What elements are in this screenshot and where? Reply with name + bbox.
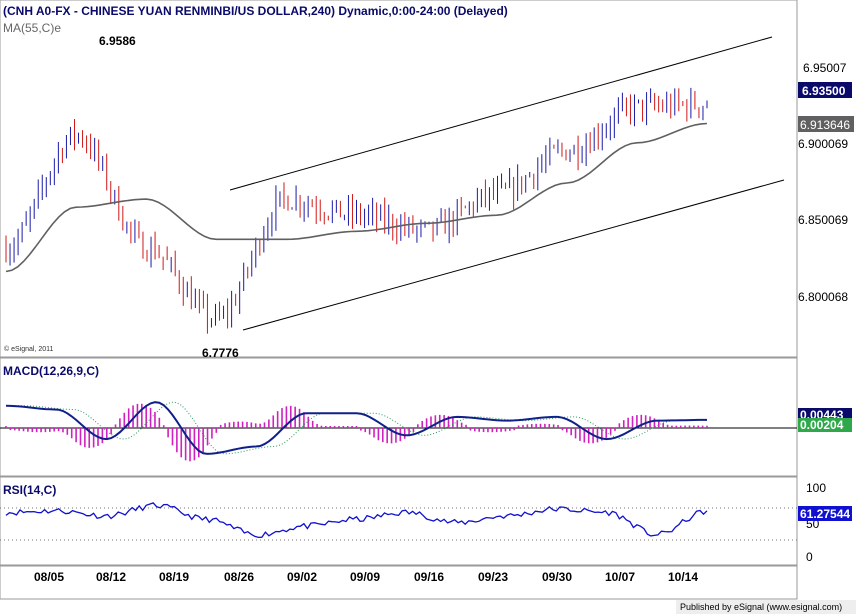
channel-lower-line	[242, 179, 785, 331]
macd-label: MACD(12,26,9,C)	[3, 364, 99, 378]
x-tick-label: 10/07	[605, 570, 635, 584]
high-annotation: 6.9586	[99, 34, 136, 48]
signal-value-label: 0.00204	[800, 418, 844, 432]
x-tick-label: 09/16	[414, 570, 444, 584]
x-tick-label: 09/02	[287, 570, 317, 584]
x-tick-label: 08/12	[96, 570, 126, 584]
rsi-tick-label: 0	[806, 550, 813, 564]
macd-line	[5, 401, 707, 455]
ma-label: MA(55,C)e	[3, 21, 61, 35]
ma-value-box	[798, 116, 854, 132]
price-tick-label: 6.900069	[798, 137, 848, 151]
ma-value-label: 6.913646	[800, 118, 850, 132]
x-tick-label: 09/23	[478, 570, 508, 584]
chart-title: (CNH A0-FX - CHINESE YUAN RENMINBI/US DO…	[3, 4, 508, 18]
channel-upper-line	[229, 36, 773, 191]
x-tick-label: 09/09	[350, 570, 380, 584]
time-axis	[0, 565, 798, 600]
last-price-box	[798, 82, 852, 98]
rsi-panel	[0, 476, 798, 566]
x-tick-label: 09/30	[542, 570, 572, 584]
footer-bar	[676, 600, 856, 614]
low-annotation: 6.7776	[202, 346, 239, 360]
price-panel	[0, 0, 798, 358]
x-tick-label: 08/19	[159, 570, 189, 584]
rsi-label: RSI(14,C)	[3, 483, 56, 497]
rsi-value-box	[798, 506, 852, 521]
ma-line	[5, 122, 708, 273]
signal-value-box	[798, 418, 852, 432]
x-tick-label: 10/14	[668, 570, 698, 584]
last-price-label: 6.93500	[802, 84, 846, 98]
footer-text: Published by eSignal (www.esignal.com)	[680, 602, 842, 612]
rsi-value-label: 61.27544	[800, 507, 850, 521]
price-bars	[5, 87, 708, 334]
copyright-text: © eSignal, 2011	[4, 345, 54, 353]
macd-signal-line	[6, 401, 708, 455]
price-tick-label: 6.850069	[798, 213, 848, 227]
macd-panel	[0, 357, 798, 477]
x-tick-label: 08/05	[34, 570, 64, 584]
rsi-tick-label: 100	[806, 481, 826, 495]
x-tick-label: 08/26	[224, 570, 254, 584]
price-tick-label: 6.95007	[803, 61, 847, 75]
price-tick-label: 6.800068	[798, 290, 848, 304]
rsi-line	[5, 502, 708, 539]
